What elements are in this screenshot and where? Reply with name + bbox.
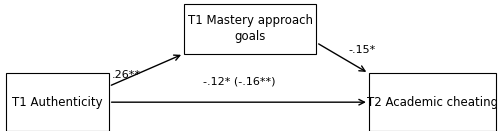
FancyBboxPatch shape [184,4,316,54]
Text: -.12* (-.16**): -.12* (-.16**) [202,76,275,86]
Text: T1 Authenticity: T1 Authenticity [12,96,103,109]
Text: .26**: .26** [112,70,141,80]
FancyBboxPatch shape [6,73,109,131]
Text: -.15*: -.15* [349,45,376,55]
Text: T2 Academic cheating: T2 Academic cheating [367,96,498,109]
FancyBboxPatch shape [369,73,496,131]
Text: T1 Mastery approach
goals: T1 Mastery approach goals [188,14,312,43]
